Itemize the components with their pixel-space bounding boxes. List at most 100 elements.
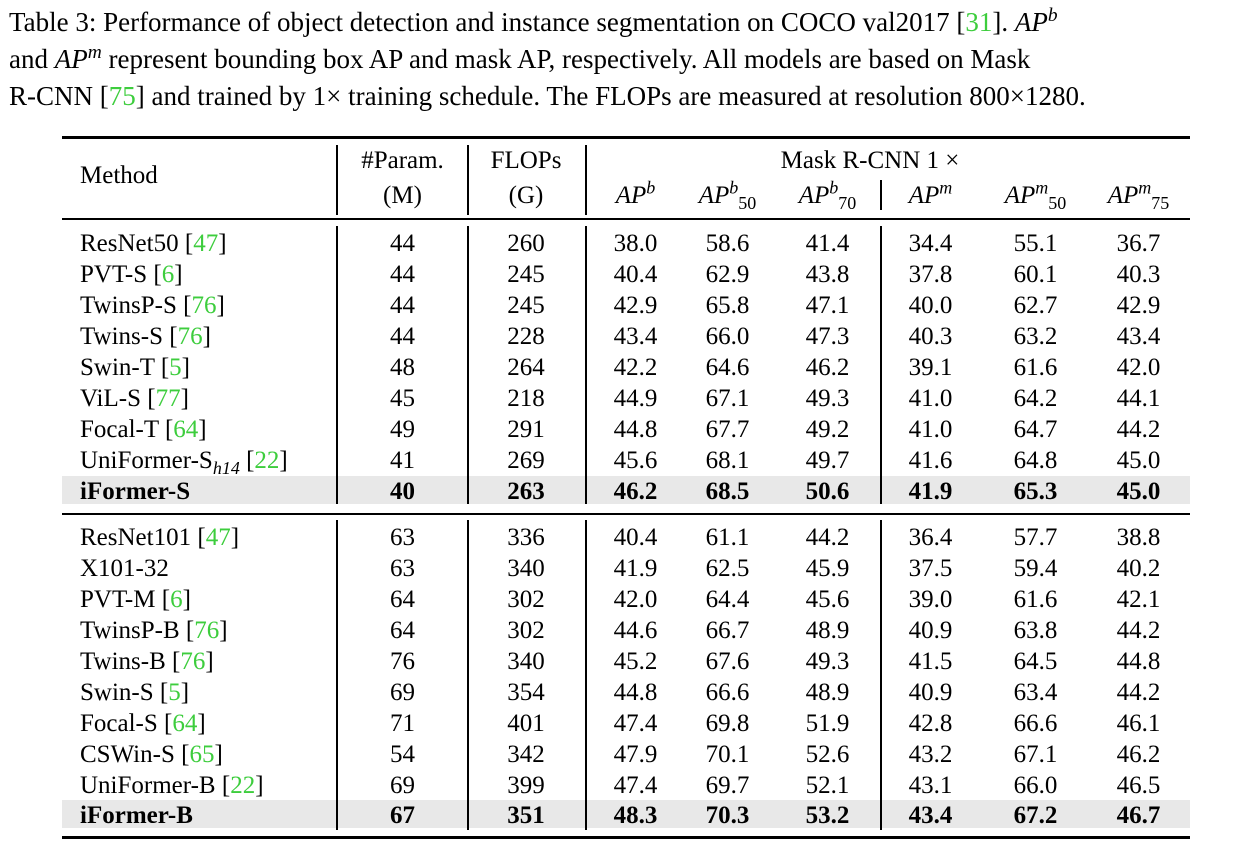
flops-value: 354 — [507, 679, 545, 706]
metric-value: 43.4 — [1116, 323, 1161, 350]
param-value: 44 — [390, 323, 415, 350]
vrule-body — [336, 520, 338, 830]
citation-link[interactable]: 76 — [194, 617, 220, 644]
metric-value: 45.0 — [1116, 478, 1161, 505]
metric-value: 61.1 — [705, 524, 750, 551]
metric-value: 40.9 — [908, 679, 953, 706]
citation-link[interactable]: 22 — [230, 772, 256, 799]
table-row: Focal-T [64] 49 291 44.8 67.7 49.2 41.0 64.7 44.… — [0, 414, 1240, 445]
citation-link[interactable]: 6 — [161, 261, 175, 288]
metric-value: 50.6 — [805, 478, 850, 505]
citation-link[interactable]: 5 — [169, 354, 182, 381]
metric-value: 44.2 — [1116, 679, 1161, 706]
table-caption: Table 3: Performance of object detection… — [9, 4, 1233, 115]
header-metric: APm50 — [1004, 177, 1067, 213]
metric-value: 64.2 — [1013, 385, 1058, 412]
param-value: 41 — [390, 447, 415, 474]
metric-value: 44.6 — [613, 617, 658, 644]
metric-value: 68.5 — [705, 478, 750, 505]
table-bottom-rule — [62, 836, 1190, 839]
method-name: UniFormer-B [22] — [80, 772, 264, 799]
metric-value: 67.1 — [1013, 741, 1058, 768]
table-row: ViL-S [77] 45 218 44.9 67.1 49.3 41.0 64.2 44.1 — [0, 383, 1240, 414]
metric-value: 42.0 — [613, 586, 658, 613]
vrule-header — [467, 145, 469, 215]
flops-value: 245 — [507, 261, 545, 288]
metric-value: 38.8 — [1116, 524, 1161, 551]
metric-value: 44.1 — [1116, 385, 1161, 412]
metric-value: 41.6 — [908, 447, 953, 474]
metric-value: 62.7 — [1013, 292, 1058, 319]
vrule-body — [585, 226, 587, 504]
citation-link[interactable]: 64 — [172, 710, 198, 737]
metric-value: 44.2 — [805, 524, 850, 551]
citation-link[interactable]: 75 — [108, 81, 136, 111]
metric-value: 46.2 — [805, 354, 850, 381]
metric-value: 43.2 — [908, 741, 953, 768]
metric-value: 69.8 — [705, 710, 750, 737]
param-value: 69 — [390, 679, 415, 706]
param-value: 67 — [390, 802, 415, 829]
citation-link[interactable]: 47 — [205, 524, 231, 551]
caption-line-2: and APm represent bounding box AP and ma… — [9, 42, 1031, 74]
citation-link[interactable]: 77 — [155, 385, 181, 412]
citation-link[interactable]: 76 — [180, 648, 206, 675]
flops-value: 263 — [507, 478, 545, 505]
header-param-unit: (M) — [383, 182, 422, 209]
method-name: X101-32 — [80, 555, 169, 582]
metric-value: 70.1 — [705, 741, 750, 768]
param-value: 76 — [390, 648, 415, 675]
metric-value: 42.1 — [1116, 586, 1161, 613]
method-name: Swin-T [5] — [80, 354, 190, 381]
citation-link[interactable]: 47 — [193, 230, 219, 257]
header-group-mask-rcnn: Mask R-CNN 1 × — [780, 147, 960, 174]
flops-value: 401 — [507, 710, 545, 737]
metric-value: 63.4 — [1013, 679, 1058, 706]
method-name: UniFormer-Sh14 [22] — [80, 447, 288, 478]
param-value: 64 — [390, 586, 415, 613]
method-name: iFormer-B — [80, 802, 193, 829]
method-name: Twins-S [76] — [80, 323, 211, 350]
metric-value: 36.4 — [908, 524, 953, 551]
metric-value: 43.8 — [805, 261, 850, 288]
header-metric: APm75 — [1107, 177, 1170, 213]
metric-value: 67.7 — [705, 416, 750, 443]
table-row: PVT-S [6] 44 245 40.4 62.9 43.8 37.8 60.1 40.3 — [0, 259, 1240, 290]
metric-value: 59.4 — [1013, 555, 1058, 582]
citation-link[interactable]: 31 — [965, 7, 993, 37]
metric-value: 42.8 — [908, 710, 953, 737]
method-name: TwinsP-S [76] — [80, 292, 225, 319]
citation-link[interactable]: 76 — [191, 292, 217, 319]
param-value: 45 — [390, 385, 415, 412]
metric-value: 61.6 — [1013, 586, 1058, 613]
metric-value: 37.5 — [908, 555, 953, 582]
method-name: CSWin-S [65] — [80, 741, 223, 768]
metric-value: 52.6 — [805, 741, 850, 768]
param-value: 49 — [390, 416, 415, 443]
citation-link[interactable]: 76 — [177, 323, 203, 350]
metric-value: 34.4 — [908, 230, 953, 257]
caption-line-1: Table 3: Performance of object detection… — [9, 5, 1058, 37]
metric-value: 64.5 — [1013, 648, 1058, 675]
metric-value: 45.9 — [805, 555, 850, 582]
citation-link[interactable]: 64 — [173, 416, 199, 443]
table-top-rule — [62, 136, 1190, 139]
flops-value: 340 — [507, 648, 545, 675]
table-row: UniFormer-Sh14 [22] 41 269 45.6 68.1 49.7 41.6… — [0, 445, 1240, 478]
citation-link[interactable]: 22 — [254, 447, 280, 474]
metric-value: 55.1 — [1013, 230, 1058, 257]
citation-link[interactable]: 65 — [189, 741, 215, 768]
citation-link[interactable]: 6 — [170, 586, 183, 613]
metric-value: 51.9 — [805, 710, 850, 737]
metric-value: 41.9 — [613, 555, 658, 582]
metric-value: 44.8 — [1116, 648, 1161, 675]
method-name: ViL-S [77] — [80, 385, 189, 412]
flops-value: 228 — [507, 323, 545, 350]
citation-link[interactable]: 5 — [168, 679, 181, 706]
metric-value: 44.9 — [613, 385, 658, 412]
metric-value: 45.6 — [613, 447, 658, 474]
header-metric: APb50 — [698, 177, 757, 213]
metric-value: 39.1 — [908, 354, 953, 381]
vrule-body — [467, 520, 469, 830]
table-row: UniFormer-B [22] 69 399 47.4 69.7 52.1 43.1 66.… — [0, 770, 1240, 801]
